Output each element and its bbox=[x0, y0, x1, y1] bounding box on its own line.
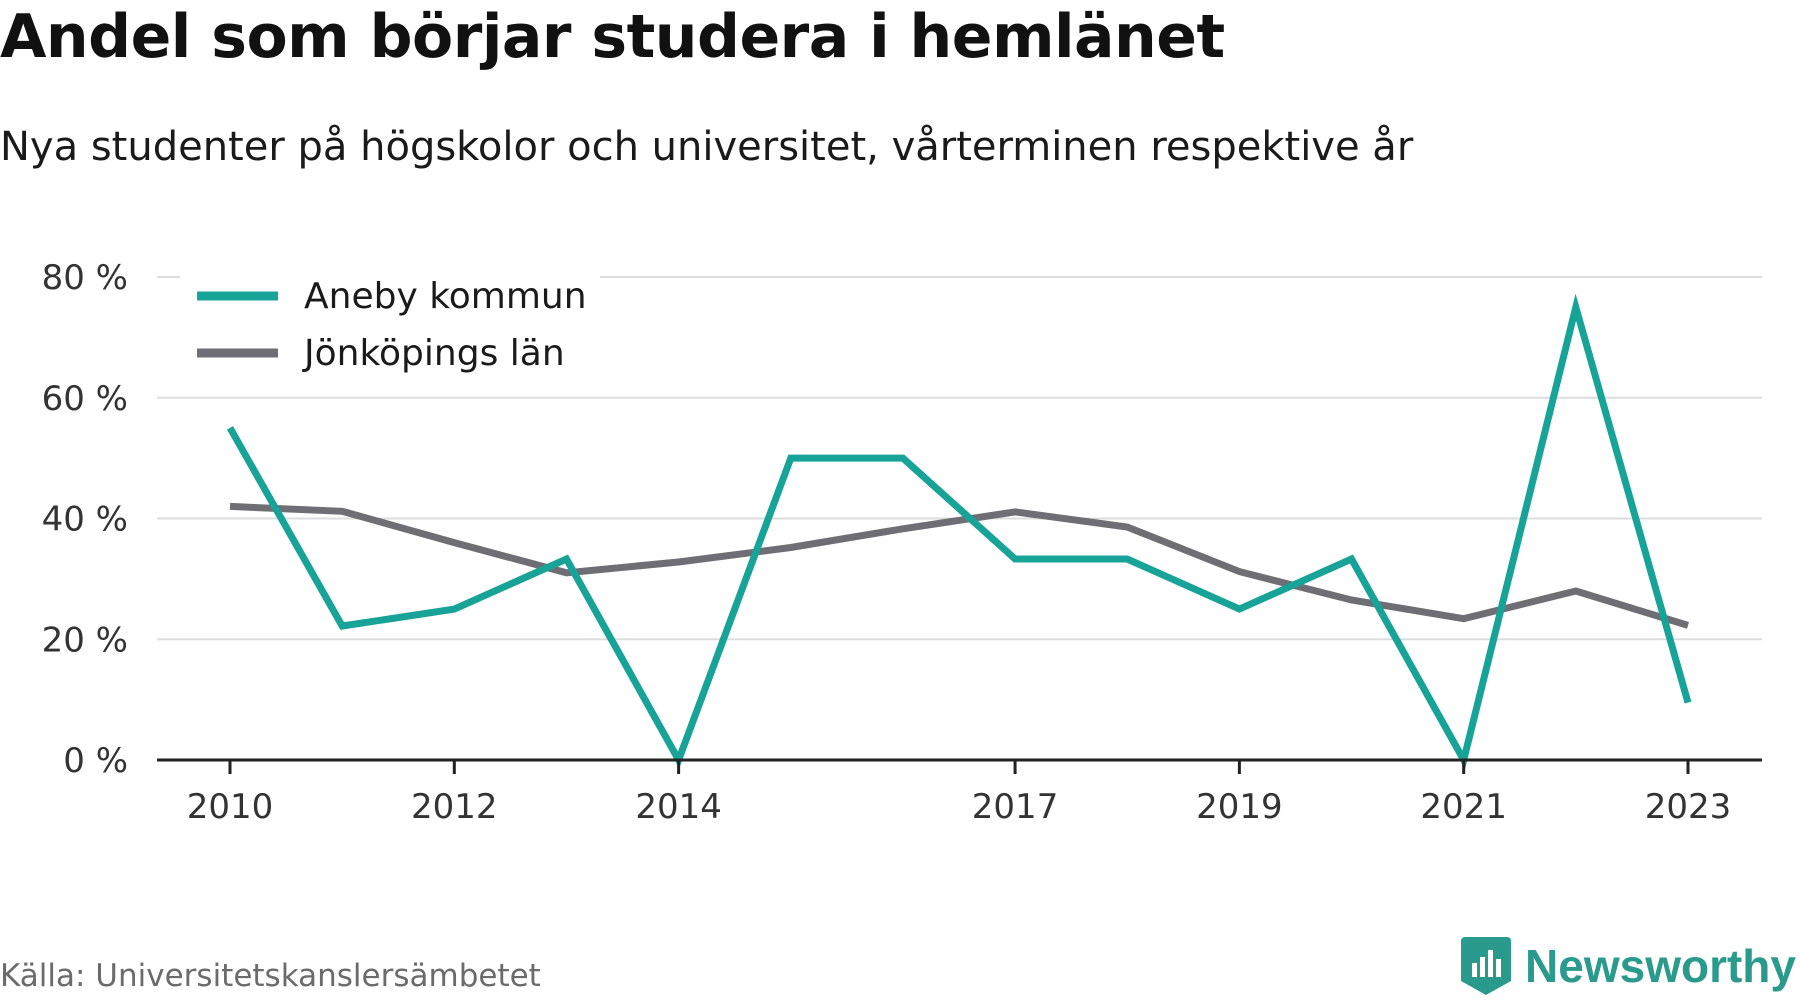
newsworthy-logo-icon bbox=[1461, 937, 1512, 995]
y-tick-label: 40 % bbox=[42, 500, 128, 540]
legend-background bbox=[180, 262, 600, 382]
newsworthy-logo[interactable]: Newsworthy bbox=[1461, 937, 1796, 995]
x-tick-label: 2021 bbox=[1420, 787, 1507, 827]
x-tick-label: 2017 bbox=[972, 787, 1059, 827]
x-tick-label: 2012 bbox=[411, 787, 498, 827]
y-axis-labels: 0 % 20 % 40 % 60 % 80 % bbox=[42, 258, 128, 781]
y-tick-label: 0 % bbox=[63, 741, 128, 781]
x-tick-label: 2014 bbox=[635, 787, 722, 827]
y-tick-label: 80 % bbox=[42, 258, 128, 298]
y-tick-label: 20 % bbox=[42, 620, 128, 660]
legend-label: Jönköpings län bbox=[302, 333, 565, 374]
x-tick-label: 2010 bbox=[187, 787, 274, 827]
legend: Aneby kommun Jönköpings län bbox=[197, 276, 587, 374]
chart-title: Andel som börjar studera i hemlänet bbox=[0, 2, 1225, 72]
series-line bbox=[226, 293, 1692, 770]
x-tick-label: 2019 bbox=[1196, 787, 1283, 827]
source-note: Källa: Universitetskanslersämbetet bbox=[0, 958, 541, 994]
series-lines bbox=[226, 293, 1692, 770]
y-tick-label: 60 % bbox=[42, 379, 128, 419]
legend-label: Aneby kommun bbox=[304, 276, 587, 317]
series-line bbox=[229, 502, 1690, 629]
chart-subtitle: Nya studenter på högskolor och universit… bbox=[0, 124, 1414, 170]
legend-backdrop bbox=[180, 262, 600, 382]
newsworthy-logo-text: Newsworthy bbox=[1525, 940, 1796, 992]
x-tick-label: 2023 bbox=[1645, 787, 1732, 827]
x-axis-labels: 2010 2012 2014 2017 2019 2021 2023 bbox=[187, 787, 1732, 827]
x-axis bbox=[157, 758, 1762, 774]
